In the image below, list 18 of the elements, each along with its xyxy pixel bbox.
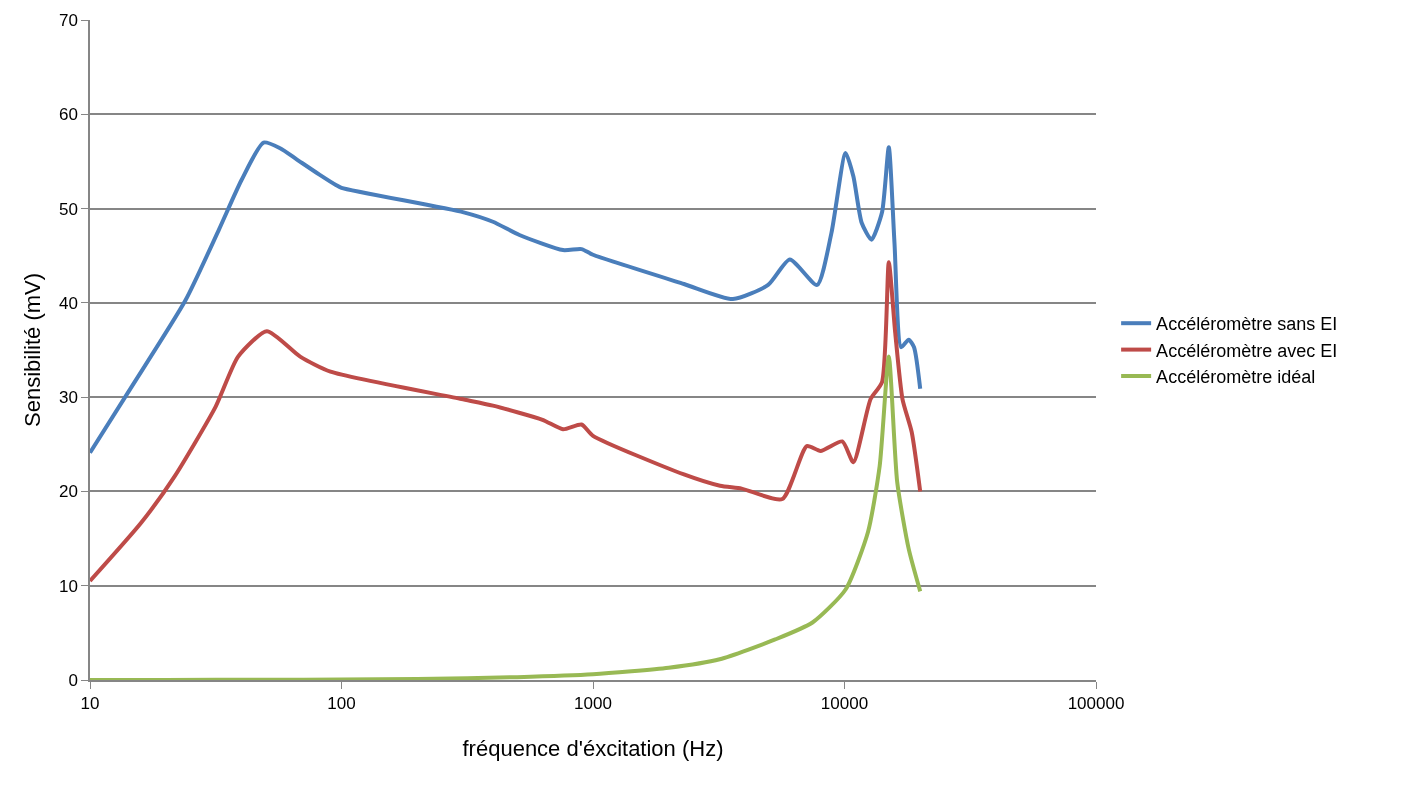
y-tick-label: 20 — [58, 482, 78, 502]
legend-label: Accéléromètre avec EI — [1156, 340, 1338, 361]
x-tick-label: 1000 — [574, 694, 612, 714]
x-tick-label: 10000 — [820, 694, 869, 714]
x-axis-title: fréquence d'éxcitation (Hz) — [462, 735, 724, 761]
x-tick-label: 10 — [80, 694, 100, 714]
x-tick-label: 100 — [327, 694, 356, 714]
y-tick-label: 50 — [58, 199, 78, 219]
legend-label: Accéléromètre idéal — [1156, 367, 1316, 388]
y-tick-label: 60 — [58, 105, 78, 125]
legend-label: Accéléromètre sans EI — [1156, 314, 1338, 335]
y-tick-label: 40 — [58, 293, 78, 313]
y-tick-label: 10 — [58, 576, 78, 596]
y-tick-label: 0 — [68, 670, 78, 690]
y-axis-title: Sensibilité (mV) — [20, 272, 46, 428]
y-tick-label: 70 — [58, 10, 78, 30]
x-tick-label: 100000 — [1067, 694, 1125, 714]
y-tick-label: 30 — [58, 388, 78, 408]
